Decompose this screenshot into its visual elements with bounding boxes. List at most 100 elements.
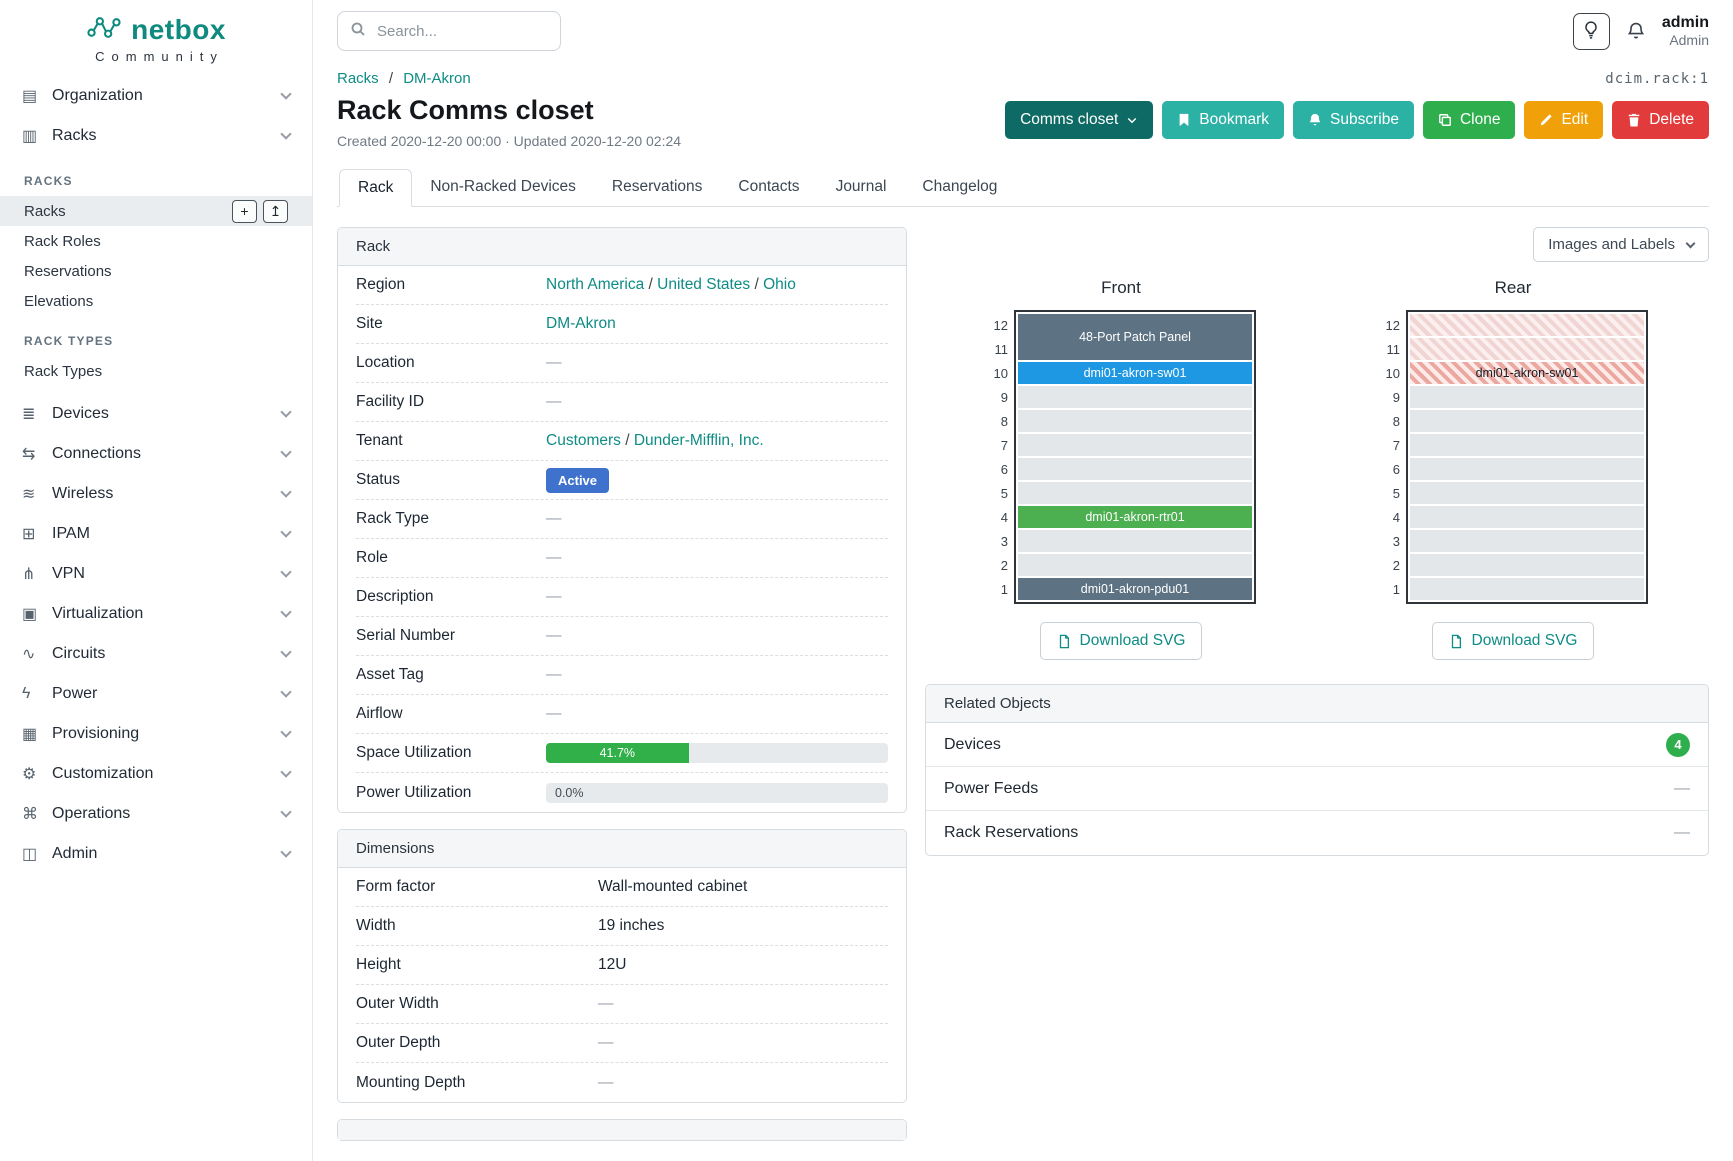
empty-value: — [546,549,562,566]
detail-value: — [546,627,888,645]
sidebar-item-ipam[interactable]: ⊞ IPAM [0,514,312,554]
subscribe-button[interactable]: Subscribe [1293,101,1414,139]
rack-slot[interactable] [1410,578,1644,600]
rack-device[interactable]: dmi01-akron-sw01 [1018,362,1252,384]
rack-slot[interactable] [1018,386,1252,408]
sidebar-item-reservations[interactable]: Reservations [0,256,312,286]
rack-slot[interactable] [1410,506,1644,528]
progress-fill: 41.7% [546,743,689,763]
tab-changelog[interactable]: Changelog [922,178,998,195]
breadcrumb-racks-link[interactable]: Racks [337,70,379,87]
rack-slot[interactable] [1018,434,1252,456]
button-label: Subscribe [1330,111,1399,128]
sidebar-item-racks[interactable]: ▥ Racks [0,116,312,156]
rack-slot[interactable] [1410,434,1644,456]
sidebar-item-customization[interactable]: ⚙ Customization [0,754,312,794]
front-rack-frame: 48-Port Patch Panel dmi01-akron-sw01 dmi01… [1014,310,1256,604]
rack-slot[interactable] [1410,482,1644,504]
rack-slot[interactable] [1018,458,1252,480]
sidebar-item-elevations[interactable]: Elevations [0,286,312,316]
dimension-value: 12U [598,956,627,973]
notifications-bell-icon[interactable] [1626,21,1646,41]
rack-slot[interactable] [1410,530,1644,552]
rack-slot[interactable] [1410,554,1644,576]
sidebar-item-circuits[interactable]: ∿ Circuits [0,634,312,674]
elevation-column: Images and Labels Front 12 11 10 9 8 7 6 5 4 3 2 1 48… [925,227,1709,872]
detail-row: Facility ID — [356,383,888,422]
sidebar-item-connections[interactable]: ⇆ Connections [0,434,312,474]
chevron-down-icon [280,526,292,538]
related-row-devices[interactable]: Devices 4 [926,723,1708,767]
virtualization-icon: ▣ [22,606,38,623]
devices-icon: ≣ [22,406,36,423]
sidebar-item-power[interactable]: ϟ Power [0,674,312,714]
search-icon [350,21,366,42]
tab-rack[interactable]: Rack [339,169,413,207]
rack-slot[interactable] [1410,314,1644,336]
sidebar-item-organization[interactable]: ▤ Organization [0,76,312,116]
detail-value: 19 inches [598,917,888,935]
rack-slot[interactable] [1410,410,1644,432]
theme-toggle-button[interactable] [1572,12,1610,50]
download-svg-button[interactable]: Download SVG [1431,622,1595,660]
unit-number: 8 [1392,413,1400,429]
sidebar-item-provisioning[interactable]: ▦ Provisioning [0,714,312,754]
unit-number: 5 [1000,485,1008,501]
sidebar-item-devices[interactable]: ≣ Devices [0,394,312,434]
rack-slot[interactable] [1018,482,1252,504]
add-button[interactable]: + [232,199,257,223]
sidebar-item-rack-types[interactable]: Rack Types [0,356,312,386]
bookmark-button[interactable]: Bookmark [1162,101,1285,139]
sidebar-item-virtualization[interactable]: ▣ Virtualization [0,594,312,634]
rack-slot[interactable] [1410,338,1644,360]
sidebar-item-rack-roles[interactable]: Rack Roles [0,226,312,256]
comms-closet-button[interactable]: Comms closet [1005,101,1154,139]
unit-number: 5 [1392,485,1400,501]
unit-number: 11 [1386,341,1401,357]
rack-slot[interactable] [1018,410,1252,432]
delete-button[interactable]: Delete [1612,101,1709,139]
rack-device[interactable]: dmi01-akron-pdu01 [1018,578,1252,600]
rack-slot[interactable] [1410,386,1644,408]
link-customers[interactable]: Customers [546,432,621,449]
download-svg-button[interactable]: Download SVG [1039,622,1203,660]
user-menu[interactable]: admin Admin [1662,14,1709,48]
detail-label: Rack Type [356,510,429,527]
rack-slot[interactable] [1018,530,1252,552]
sidebar-item-wireless[interactable]: ≋ Wireless [0,474,312,514]
sidebar-item-admin[interactable]: ◫ Admin [0,834,312,874]
search-input[interactable] [375,21,578,41]
rack-device[interactable]: 48-Port Patch Panel [1018,314,1252,360]
tab-reservations[interactable]: Reservations [611,178,703,195]
rack-device[interactable]: dmi01-akron-rtr01 [1018,506,1252,528]
import-button[interactable]: ↥ [263,199,288,223]
detail-row: Status Active [356,461,888,500]
link-north-america[interactable]: North America [546,276,645,293]
unit-number: 9 [1392,389,1400,405]
related-row-power-feeds[interactable]: Power Feeds — [926,767,1708,811]
rack-slot[interactable] [1410,458,1644,480]
link-united-states[interactable]: United States [657,276,751,293]
sidebar-subitem-label: Rack Roles [24,232,101,250]
breadcrumb-site-link[interactable]: DM-Akron [403,70,471,87]
view-selector[interactable]: Images and Labels [1533,227,1709,262]
netbox-logo[interactable]: netbox Community [0,10,312,76]
link-dm-akron[interactable]: DM-Akron [546,315,616,332]
rack-slot[interactable] [1018,554,1252,576]
tab-contacts[interactable]: Contacts [738,178,800,195]
link-dunder-mifflin-inc[interactable]: Dunder-Mifflin, Inc. [633,432,764,449]
clone-button[interactable]: Clone [1422,101,1516,139]
chevron-down-icon [280,88,292,100]
tab-journal[interactable]: Journal [835,178,887,195]
rack-device[interactable]: dmi01-akron-sw01 [1410,362,1644,384]
sidebar-item-racks[interactable]: Racks + ↥ [0,196,312,226]
sidebar-item-vpn[interactable]: ⋔ VPN [0,554,312,594]
tab-non-racked-devices[interactable]: Non-Racked Devices [430,178,576,195]
link-ohio[interactable]: Ohio [763,276,796,293]
sidebar-group-label: RACK TYPES [24,334,114,348]
chevron-down-icon [280,646,292,658]
edit-button[interactable]: Edit [1524,101,1604,139]
sidebar-item-operations[interactable]: ⌘ Operations [0,794,312,834]
detail-label: Serial Number [356,627,456,644]
related-row-rack-reservations[interactable]: Rack Reservations — [926,811,1708,855]
